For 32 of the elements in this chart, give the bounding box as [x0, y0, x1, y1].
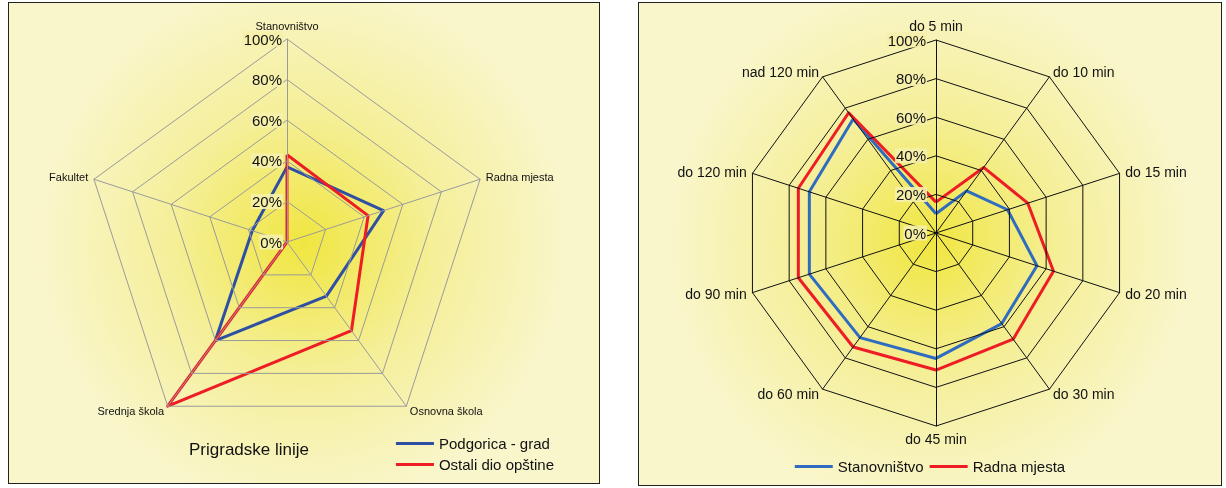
y-tick-label: 20% — [895, 185, 926, 203]
y-tick-label: 100% — [243, 30, 282, 48]
y-tick-label: 20% — [251, 192, 282, 210]
spoke-label: do 30 min — [1052, 385, 1115, 402]
spoke-label: do 45 min — [905, 431, 967, 447]
spoke-label: do 10 min — [1052, 64, 1115, 81]
y-tick-label: 60% — [251, 111, 282, 129]
spoke-label: Stanovništvo — [255, 20, 319, 33]
spoke-label: Fakultet — [49, 171, 89, 184]
spoke-label: do 20 min — [1125, 286, 1187, 303]
y-tick-label: 80% — [895, 70, 926, 88]
y-tick-label: 100% — [887, 31, 926, 49]
legend-label: Ostali dio opštine — [438, 456, 555, 473]
spoke-label: do 5 min — [909, 17, 963, 34]
spoke-label: Osnovna škola — [409, 405, 484, 418]
y-tick-label: 40% — [895, 147, 926, 165]
spoke-label: Srednja škola — [97, 405, 166, 418]
spoke-label: nad 120 min — [741, 64, 820, 81]
y-tick-label: 40% — [251, 152, 282, 170]
spoke-label: do 90 min — [685, 286, 747, 303]
y-tick-label: 0% — [904, 224, 926, 242]
spoke-label: do 120 min — [677, 163, 747, 180]
text: Prigradske linije — [189, 440, 309, 459]
legend-label: Podgorica - grad — [438, 435, 550, 452]
spoke-label: do 15 min — [1125, 163, 1187, 180]
y-tick-label: 0% — [260, 233, 282, 251]
y-tick-label: 60% — [895, 108, 926, 126]
spoke-label: Radna mjesta — [485, 171, 555, 184]
spoke-label: do 60 min — [757, 385, 820, 402]
legend-label: Stanovništvo — [837, 458, 924, 475]
legend-label: Radna mjesta — [972, 458, 1066, 475]
y-tick-label: 80% — [251, 71, 282, 89]
